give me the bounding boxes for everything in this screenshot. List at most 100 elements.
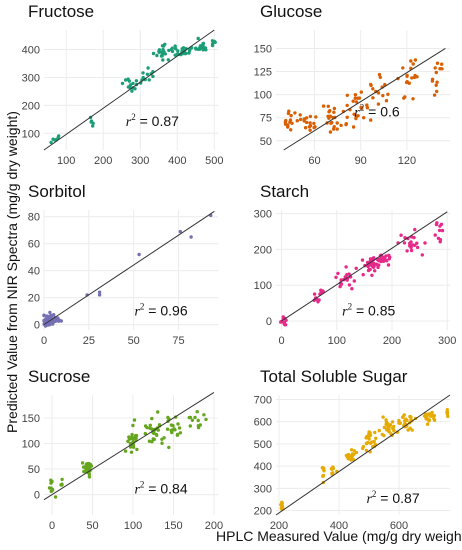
data-point <box>45 314 49 318</box>
x-tick-label: 500 <box>205 155 223 167</box>
data-point <box>303 126 308 130</box>
data-point <box>334 275 338 279</box>
data-point <box>60 482 64 486</box>
x-tick-label: 400 <box>168 155 186 167</box>
data-point <box>170 49 175 54</box>
y-tick-label: 80 <box>28 212 40 224</box>
data-point <box>48 310 52 315</box>
x-tick-label: 200 <box>94 155 112 167</box>
data-point <box>384 99 389 103</box>
y-tick-label: 100 <box>22 439 40 451</box>
data-point <box>439 222 444 226</box>
data-point <box>354 115 358 119</box>
panel-2: Glucose 60 90 120 50 75 100 125 150 r2 = 0.6 <box>254 2 450 167</box>
data-point <box>364 436 368 440</box>
data-point <box>326 114 330 119</box>
data-point <box>184 51 188 56</box>
data-point <box>320 289 325 293</box>
data-point <box>344 265 348 269</box>
data-point <box>308 114 313 119</box>
data-point <box>210 42 215 46</box>
data-point <box>339 123 343 128</box>
data-point <box>190 418 195 422</box>
data-point <box>147 78 151 82</box>
data-point <box>364 448 369 453</box>
data-point <box>356 96 360 100</box>
data-point <box>167 445 171 450</box>
data-point <box>163 52 167 56</box>
data-point <box>446 414 450 419</box>
data-point <box>141 75 145 80</box>
data-point <box>445 410 450 415</box>
x-tick-label: 25 <box>83 335 95 347</box>
data-point <box>390 426 395 430</box>
data-point <box>178 431 183 435</box>
data-point <box>432 416 436 421</box>
data-point <box>369 82 373 87</box>
data-point <box>85 463 89 467</box>
data-point <box>130 432 134 437</box>
data-point <box>97 293 102 297</box>
data-point <box>415 245 420 250</box>
data-point <box>53 495 58 499</box>
data-point <box>204 48 208 52</box>
data-point <box>374 436 378 440</box>
data-point <box>345 273 349 277</box>
data-point <box>365 106 370 110</box>
data-point <box>87 465 92 469</box>
data-point <box>134 79 139 83</box>
data-point <box>161 58 165 62</box>
data-point <box>434 83 438 87</box>
data-point <box>175 432 180 437</box>
data-point <box>354 100 359 104</box>
y-tick-label: 40 <box>28 266 40 278</box>
data-point <box>372 264 376 268</box>
data-point <box>161 49 165 53</box>
data-point <box>148 423 152 427</box>
data-point <box>440 228 445 233</box>
data-point <box>126 439 130 443</box>
data-point <box>351 99 355 103</box>
data-point <box>196 424 200 428</box>
data-point <box>201 41 206 46</box>
data-point <box>151 74 155 79</box>
data-point <box>132 418 137 422</box>
data-point <box>353 93 358 97</box>
data-point <box>131 81 135 86</box>
data-point <box>151 437 155 441</box>
data-point <box>49 478 53 482</box>
panel-5: Sucrose 0 50 100 150 200 0 50 100 150 r2 = 0.84 <box>22 367 223 532</box>
data-point <box>80 461 85 465</box>
data-point <box>360 258 365 262</box>
data-point <box>387 253 391 257</box>
y-tick-label: 300 <box>22 72 40 84</box>
data-point <box>289 128 293 132</box>
x-tick-label: 0 <box>41 335 47 347</box>
y-tick-label: 20 <box>28 293 40 305</box>
data-point <box>397 418 401 423</box>
data-point <box>283 122 288 126</box>
data-point <box>166 58 170 62</box>
data-point <box>123 449 128 453</box>
data-point <box>369 118 373 122</box>
x-tick-label: 120 <box>398 155 416 167</box>
data-point <box>382 425 387 430</box>
data-point <box>89 119 94 123</box>
data-point <box>282 320 286 325</box>
data-point <box>56 316 60 320</box>
data-point <box>430 77 435 82</box>
x-tick-label: 60 <box>308 155 320 167</box>
data-point <box>145 425 149 430</box>
data-point <box>354 266 358 270</box>
data-point <box>322 466 326 470</box>
data-point <box>350 287 354 291</box>
y-tick-label: 500 <box>254 439 272 451</box>
data-point <box>366 440 370 445</box>
data-point <box>133 87 137 91</box>
data-point <box>196 36 200 41</box>
data-point <box>47 486 52 490</box>
data-point <box>367 430 371 434</box>
data-point <box>170 430 174 435</box>
r-squared-label: r2 = 0.6 <box>354 102 400 120</box>
data-point <box>150 416 154 421</box>
